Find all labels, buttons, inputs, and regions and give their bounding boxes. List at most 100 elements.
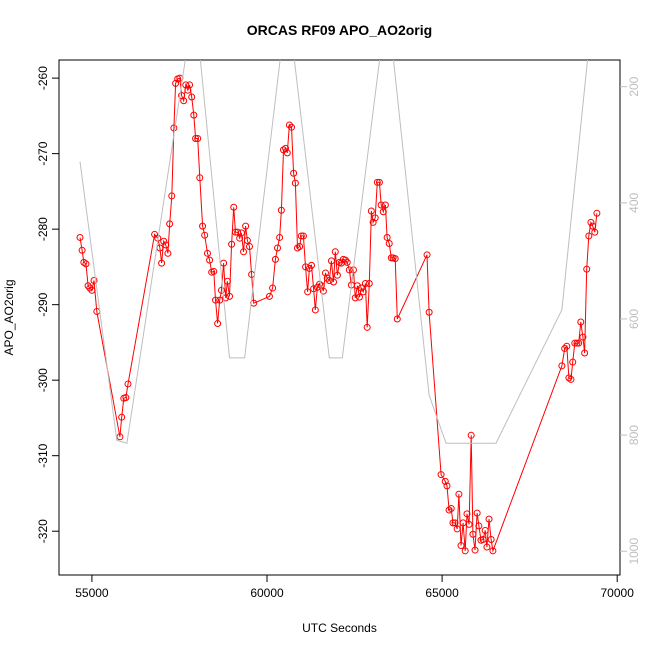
data-point [223,277,231,285]
data-point [285,121,293,129]
data-point [489,547,497,555]
data-point [341,256,349,264]
data-point [90,276,98,284]
data-point [265,292,273,300]
y2-tick-label: 1000 [627,538,641,565]
data-point [589,222,597,230]
data-point [469,530,477,538]
data-point [325,276,333,284]
data-point [288,123,296,131]
data-point [375,178,383,186]
x-tick-label: 60000 [250,586,284,600]
data-point [445,506,453,514]
x-axis-title: UTC Seconds [302,621,377,635]
data-point [170,124,178,132]
data-point [206,256,214,264]
data-point [585,232,593,240]
data-point [465,520,473,528]
data-point [345,266,353,274]
data-point [355,293,363,301]
data-point [116,433,124,441]
data-point [234,228,242,236]
data-point [304,288,312,296]
data-point [78,246,86,254]
y2-tick-label: 400 [627,192,641,212]
data-point [222,294,230,302]
y-tick-label: -310 [36,443,50,467]
data-point [443,482,451,490]
data-point [80,258,88,266]
data-point [563,342,571,350]
data-point [330,278,338,286]
data-point [575,339,583,347]
data-point [357,284,365,292]
data-point [283,149,291,157]
data-point [82,260,90,268]
data-point [282,144,290,152]
data-point [453,525,461,533]
data-point [297,232,305,240]
data-point [122,394,130,402]
data-point [201,231,209,239]
data-point [319,287,327,295]
y-tick-label: -320 [36,519,50,543]
x-tick-label: 70000 [601,586,635,600]
data-point [571,339,579,347]
data-point [373,178,381,186]
data-point [172,79,180,87]
data-point [485,515,493,523]
data-point [323,274,331,282]
data-point [437,471,445,479]
data-point [296,243,304,251]
x-tick-label: 55000 [75,586,109,600]
data-point [186,81,194,89]
data-point [290,169,298,177]
data-point [377,201,385,209]
data-point [246,243,254,251]
data-point [565,374,573,382]
data-point [577,318,585,326]
data-point [475,522,483,530]
chart-title: ORCAS RF09 APO_AO2orig [247,22,432,38]
data-point [558,362,566,370]
data-point [333,271,341,279]
data-point [271,255,279,263]
data-point [567,375,575,383]
data-point [361,280,369,288]
y-tick-label: -270 [36,141,50,165]
data-point [455,490,463,498]
data-point [587,218,595,226]
data-point [310,285,318,293]
data-point [216,296,224,304]
data-point [579,333,587,341]
data-point [217,286,225,294]
data-point [240,248,248,256]
data-point [367,207,375,215]
data-point [451,519,459,527]
data-point [210,267,218,275]
data-point [188,93,196,101]
data-point [168,192,176,200]
data-point [237,229,245,237]
data-point [327,257,335,265]
data-point [162,241,170,249]
data-point [467,431,475,439]
data-point [461,547,469,555]
data-point [359,288,367,296]
data-point [591,228,599,236]
data-point [379,208,387,216]
data-point [160,237,168,245]
data-point [199,222,207,230]
data-point [166,220,174,228]
data-point [76,233,84,241]
data-point [86,284,94,292]
data-point [593,209,601,217]
data-point [473,509,481,517]
data-point [274,244,282,252]
data-point [363,323,371,331]
data-point [228,240,236,248]
data-point [84,282,92,290]
data-point [441,477,449,485]
data-point [569,358,577,366]
data-point [180,97,188,105]
